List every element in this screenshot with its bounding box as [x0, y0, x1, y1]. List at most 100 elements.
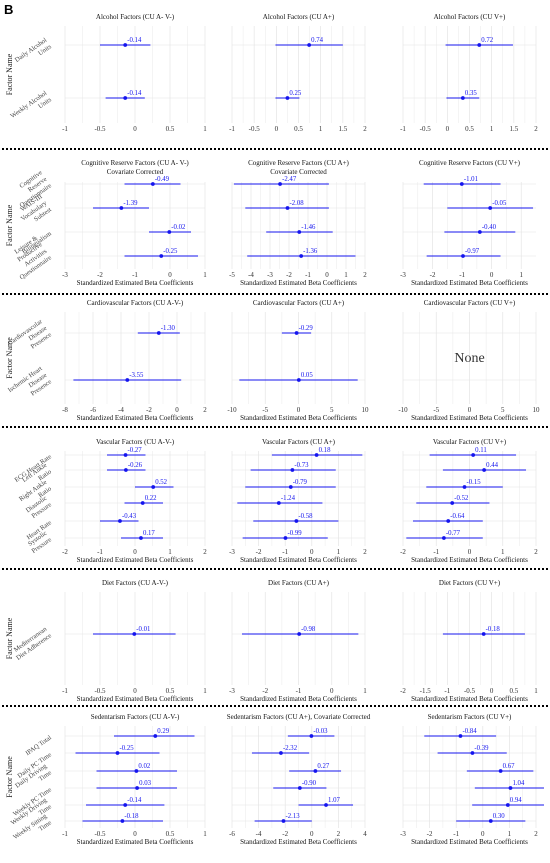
x-axis-title: Standardized Estimated Beta Coefficients: [77, 838, 194, 846]
tick-label: -2: [282, 830, 288, 838]
estimate-label: -0.39: [474, 745, 489, 752]
tick-label: 1: [490, 125, 494, 133]
panel-title: Diet Factors (CU V+): [439, 579, 501, 587]
estimate-point: [120, 819, 125, 823]
estimate-label: 0.74: [311, 37, 323, 44]
tick-label: 0: [275, 125, 279, 133]
panel-subtitle: Covariate Corrected: [107, 168, 164, 176]
x-axis-title: Standardized Estimated Beta Coefficients: [411, 414, 528, 422]
estimate-point: [488, 819, 493, 823]
x-axis-title: Standardized Estimated Beta Coefficients: [77, 279, 194, 287]
panel: Cognitive Reserve Factors (CU V+) -3 -2 -1 0…: [400, 159, 536, 287]
x-axis-title: Standardized Estimated Beta Coefficients: [77, 556, 194, 564]
tick-label: 1: [501, 548, 505, 556]
estimate-label: -3.55: [129, 372, 144, 379]
tick-label: -1: [433, 548, 439, 556]
estimate-label: -0.90: [302, 780, 317, 787]
tick-label: -2: [97, 271, 103, 279]
estimate-label: -0.77: [446, 530, 461, 537]
estimate-label: -1.30: [161, 325, 176, 332]
tick-label: 5: [501, 406, 505, 414]
estimate-label: 0.22: [145, 495, 157, 502]
estimate-label: 0.25: [289, 90, 301, 97]
tick-label: -2: [400, 687, 406, 695]
estimate-point: [140, 501, 145, 505]
estimate-label: -1.46: [301, 224, 316, 231]
estimate-point: [297, 632, 302, 636]
estimate-label: -0.03: [313, 728, 328, 735]
y-axis-title: Factor Name: [5, 204, 14, 246]
tick-label: 0.5: [294, 125, 303, 133]
estimate-point: [498, 769, 503, 773]
estimate-point: [460, 96, 465, 100]
tick-label: 2: [337, 830, 341, 838]
tick-label: 0.5: [166, 125, 175, 133]
panel-title: Cardiovascular Factors (CU A-V-): [87, 299, 184, 307]
estimate-point: [508, 786, 513, 790]
x-axis-title: Standardized Estimated Beta Coefficients: [411, 838, 528, 846]
tick-label: -2: [400, 548, 406, 556]
tick-label: 0: [310, 548, 314, 556]
tick-label: 0: [325, 271, 329, 279]
estimate-label: 0.30: [493, 813, 505, 820]
estimate-point: [279, 751, 283, 755]
x-axis-title: Standardized Estimated Beta Coefficients: [240, 695, 357, 703]
estimate-label: -0.40: [482, 224, 497, 231]
estimate-point: [481, 632, 486, 636]
empty-panel-text: None: [454, 351, 484, 366]
estimate-point: [118, 519, 122, 523]
estimate-label: 0.52: [155, 479, 167, 486]
tick-label: -2: [430, 271, 436, 279]
panel-title: Sedentarism Factors (CU A-V-): [91, 713, 180, 721]
tick-label: -2: [62, 548, 68, 556]
tick-label: -3: [267, 271, 273, 279]
tick-label: -2: [146, 406, 152, 414]
tick-label: 2: [363, 125, 367, 133]
tick-label: -1: [97, 548, 103, 556]
panel-title: Diet Factors (CU A-V-): [102, 579, 169, 587]
estimate-label: -0.05: [492, 200, 507, 207]
estimate-label: -0.26: [128, 462, 143, 469]
estimate-point: [307, 43, 312, 47]
estimate-point: [458, 734, 463, 738]
tick-label: 0: [330, 687, 334, 695]
estimate-point: [324, 803, 328, 807]
estimate-point: [156, 331, 161, 335]
tick-label: 0: [481, 830, 485, 838]
tick-label: -10: [227, 406, 237, 414]
estimate-label: -0.73: [294, 462, 309, 469]
tick-label: 0: [446, 125, 450, 133]
tick-label: 1.5: [338, 125, 347, 133]
estimate-label: 0.44: [486, 462, 498, 469]
y-axis-title: Factor Name: [5, 756, 14, 798]
tick-label: -4: [118, 406, 124, 414]
estimate-label: -0.58: [298, 513, 313, 520]
panel-label: B: [4, 2, 14, 17]
panel-title: Vascular Factors (CU A-V-): [96, 438, 175, 446]
estimate-point: [471, 453, 476, 457]
tick-label: 1.5: [509, 125, 518, 133]
tick-label: -3: [400, 830, 406, 838]
panel: Alcohol Factors (CU A- V-) -1 -0.5 0 0.5 1 -0.…: [62, 13, 207, 133]
tick-label: -8: [62, 406, 68, 414]
tick-label: 0.5: [509, 687, 518, 695]
y-axis-title: Factor Name: [5, 337, 14, 379]
estimate-label: -2.32: [283, 745, 298, 752]
estimate-point: [446, 519, 451, 523]
estimate-label: 0.29: [157, 728, 169, 735]
y-axis-title: Factor Name: [5, 53, 14, 95]
tick-label: -2: [256, 548, 262, 556]
estimate-label: 1.04: [512, 780, 524, 787]
estimate-point: [477, 230, 482, 234]
tick-label: 2: [363, 548, 367, 556]
tick-label: 0: [133, 125, 137, 133]
panel: Vascular Factors (CU A-V-) -2 -1 0 1 2 Standar…: [62, 438, 207, 564]
panel-title: Diet Factors (CU A+): [268, 579, 330, 587]
estimate-point: [276, 501, 281, 505]
panel: Alcohol Factors (CU A+) -1 -0.5 0 0.5 1 1.5 2 0.…: [229, 13, 367, 133]
estimate-point: [441, 536, 446, 540]
